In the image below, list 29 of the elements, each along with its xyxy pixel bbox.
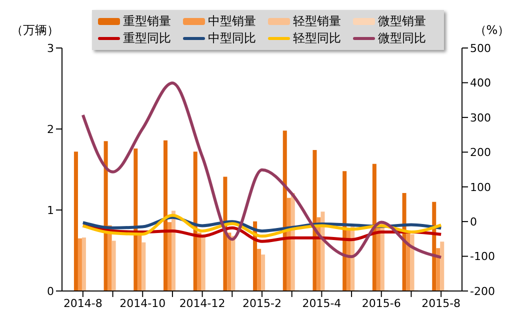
legend-label: 重型同比: [123, 30, 171, 47]
legend-label: 重型销量: [123, 13, 171, 30]
x-tick-label: 2015-6: [362, 296, 401, 310]
x-tick-label: 2014-8: [63, 296, 102, 310]
legend-label: 轻型同比: [293, 30, 341, 47]
y2-tick-label: 300: [470, 111, 491, 124]
y-tick-label: 0: [47, 284, 54, 298]
legend-label: 中型销量: [208, 13, 256, 30]
y2-tick-label: 100: [470, 180, 491, 194]
y-axis-title: （万辆）: [11, 23, 59, 37]
y2-tick-label: -200: [470, 284, 495, 298]
legend-label: 中型同比: [208, 30, 256, 47]
y-tick-label: 2: [47, 122, 54, 136]
y-tick-label: 1: [47, 204, 54, 217]
legend-label: 微型同比: [378, 30, 426, 47]
legend-label: 微型销量: [378, 13, 426, 30]
legend-label: 轻型销量: [293, 13, 341, 30]
x-tick-label: 2014-12: [179, 296, 226, 310]
x-tick-label: 2015-8: [422, 296, 461, 310]
y2-tick-label: 0: [470, 215, 477, 228]
y2-tick-label: 200: [470, 146, 491, 160]
x-tick-label: 2014-10: [120, 296, 166, 310]
x-tick-label: 2015-4: [302, 296, 342, 310]
y2-tick-label: 400: [470, 76, 491, 90]
y2-axis-title: （%）: [474, 23, 510, 37]
x-tick-label: 2015-2: [242, 296, 282, 310]
y2-tick-label: 500: [470, 42, 491, 55]
y2-tick-label: -100: [470, 250, 495, 264]
y-tick-label: 3: [47, 42, 54, 55]
